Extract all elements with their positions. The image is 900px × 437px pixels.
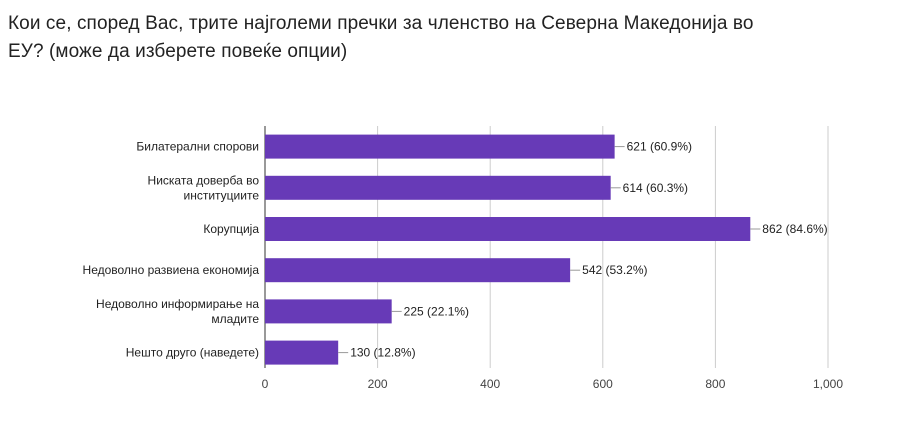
gridlines <box>264 126 829 368</box>
data-label: 225 (22.1%) <box>404 304 469 318</box>
x-tick-label: 600 <box>593 377 613 391</box>
bars <box>265 134 751 365</box>
category-label: институциите <box>184 188 260 202</box>
bar[interactable] <box>265 217 751 241</box>
bar[interactable] <box>265 299 392 324</box>
bar[interactable] <box>265 134 615 159</box>
x-tick-label: 800 <box>705 377 725 391</box>
bar[interactable] <box>265 175 611 200</box>
chart-title: Кои се, според Вас, трите најголеми преч… <box>8 13 754 62</box>
x-tick-label: 400 <box>480 377 500 391</box>
category-label: Нешто друго (наведете) <box>126 346 259 360</box>
category-labels: Билатерални спорови Ниската доверба воинс… <box>83 140 260 360</box>
x-tick-label: 0 <box>262 377 269 391</box>
data-labels: 621 (60.9%) 614 (60.3%) 862 (84.6%) 542 (53… <box>338 140 828 360</box>
data-label: 614 (60.3%) <box>623 181 688 195</box>
x-axis-ticks: 0 200 400 600 800 1,000 <box>262 377 844 391</box>
category-label: Недоволно развиена економија <box>83 263 260 277</box>
data-label: 862 (84.6%) <box>762 222 827 236</box>
data-label: 130 (12.8%) <box>350 346 415 360</box>
category-label: младите <box>211 312 259 326</box>
category-label: Корупција <box>203 222 259 236</box>
data-label: 542 (53.2%) <box>582 263 647 277</box>
bar[interactable] <box>265 258 571 283</box>
bar[interactable] <box>265 340 339 365</box>
category-label: Ниската доверба во <box>148 173 260 187</box>
x-tick-label: 1,000 <box>813 377 843 391</box>
x-tick-label: 200 <box>368 377 388 391</box>
category-label: Недоволно информирање на <box>96 297 259 311</box>
category-label: Билатерални спорови <box>136 140 259 154</box>
data-label: 621 (60.9%) <box>627 140 692 154</box>
